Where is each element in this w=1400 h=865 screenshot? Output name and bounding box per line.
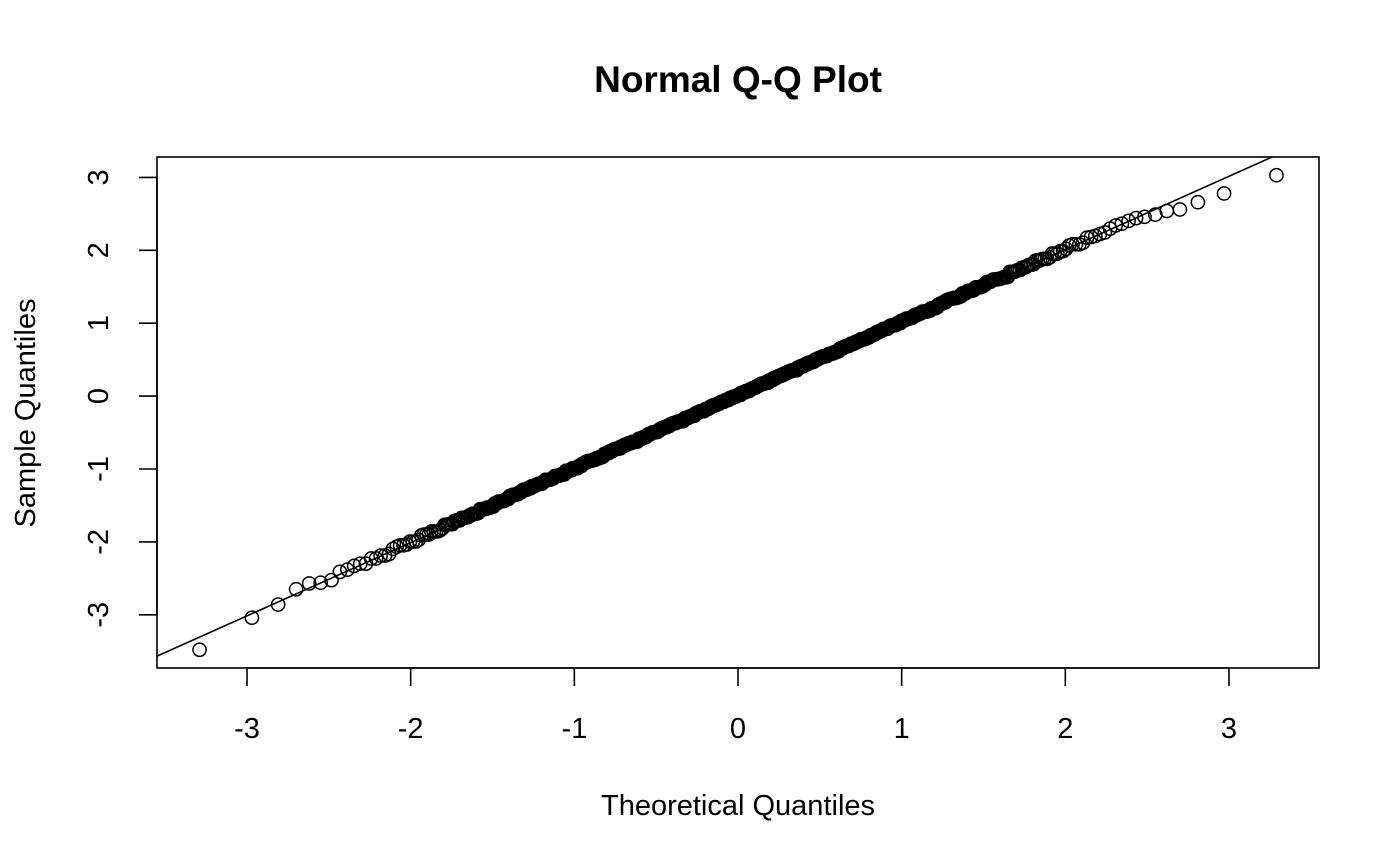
y-tick-label: -1 (83, 456, 115, 482)
x-tick-label: -3 (234, 713, 260, 745)
y-tick-label: -3 (83, 602, 115, 628)
data-point (373, 548, 388, 563)
data-point (1128, 210, 1144, 226)
y-axis: -3 -2 -1 0 1 2 3 (83, 169, 158, 628)
y-tick-label: 2 (83, 242, 115, 258)
x-tick-label: -2 (398, 713, 424, 745)
data-point (346, 558, 362, 574)
data-point (1068, 236, 1084, 252)
data-point (1190, 194, 1206, 210)
data-points (192, 167, 1284, 658)
x-tick-label: 1 (894, 713, 910, 745)
x-tick-label: 2 (1057, 713, 1073, 745)
x-tick-label: 0 (730, 713, 746, 745)
chart-title: Normal Q-Q Plot (594, 59, 882, 100)
y-tick-label: -2 (83, 529, 115, 555)
qq-reference-line (157, 157, 1275, 657)
data-point (288, 581, 304, 597)
data-point (1121, 213, 1136, 229)
data-point (1075, 235, 1091, 251)
x-tick-label: -1 (561, 713, 587, 745)
data-point (1216, 186, 1232, 201)
data-point (301, 576, 317, 591)
data-point (1065, 237, 1080, 252)
plot-frame (156, 156, 1320, 669)
data-point (1269, 167, 1284, 183)
data-point (1108, 218, 1124, 233)
y-tick-label: 3 (83, 169, 115, 185)
y-axis-title: Sample Quantiles (10, 299, 42, 528)
data-point (192, 642, 207, 658)
x-axis: -3 -2 -1 0 1 2 3 (234, 667, 1237, 745)
data-point (363, 551, 379, 566)
data-point (385, 541, 401, 557)
x-axis-title: Theoretical Quantiles (601, 790, 875, 822)
data-point (1114, 216, 1130, 232)
data-point (244, 610, 260, 626)
data-point (381, 546, 397, 562)
x-tick-label: 3 (1221, 713, 1237, 745)
y-tick-label: 0 (83, 388, 115, 404)
y-tick-label: 1 (83, 315, 115, 331)
data-point (313, 575, 329, 591)
reference-line-layer (157, 157, 1275, 657)
data-point (1172, 202, 1188, 217)
